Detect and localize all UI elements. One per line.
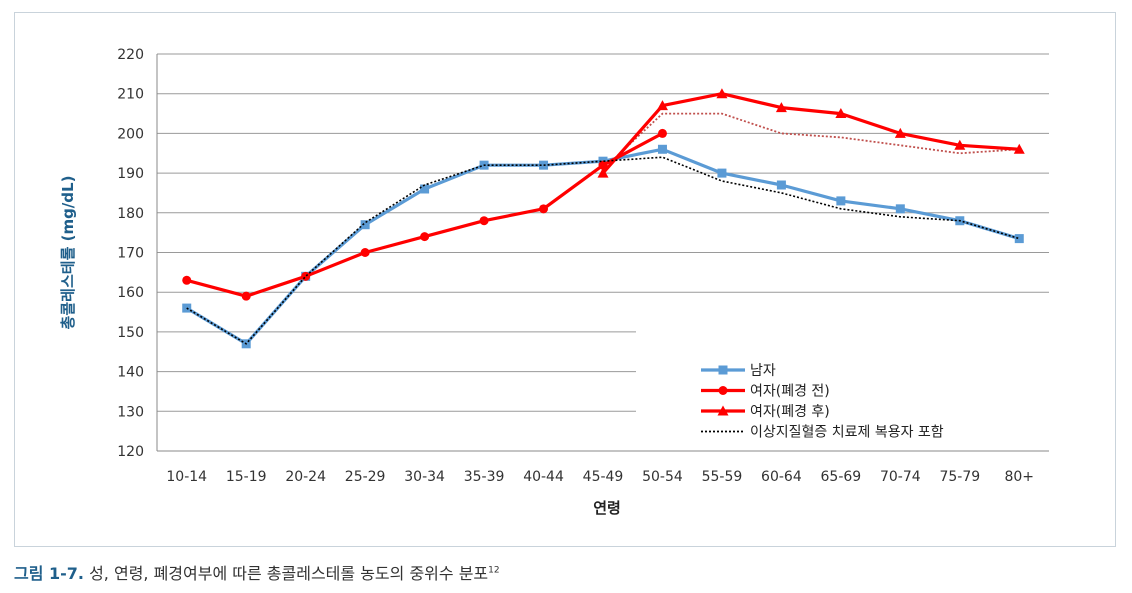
caption-text: 성, 연령, 폐경여부에 따른 총콜레스테롤 농도의 중위수 분포 — [84, 564, 489, 583]
data-point-0-11 — [836, 196, 846, 206]
legend-label-0: 남자 — [750, 363, 776, 379]
legend-label-1: 여자(폐경 전) — [750, 384, 830, 400]
x-tick-label: 20-24 — [285, 469, 326, 485]
data-point-2-11 — [835, 108, 847, 119]
x-tick-label: 55-59 — [702, 469, 743, 485]
data-point-2-12 — [894, 127, 906, 138]
data-point-1-2 — [301, 271, 311, 281]
series-line-1 — [186, 131, 664, 298]
data-point-1-8 — [657, 128, 667, 138]
x-tick-label: 80+ — [1004, 469, 1034, 485]
legend-marker-2 — [717, 405, 729, 416]
x-tick-label: 50-54 — [642, 469, 683, 485]
x-tick-label: 35-39 — [464, 469, 505, 485]
data-point-1-5 — [479, 216, 489, 226]
x-tick-label: 45-49 — [583, 469, 624, 485]
y-tick-label: 140 — [117, 365, 144, 381]
x-tick-label: 75-79 — [939, 469, 980, 485]
x-tick-label: 70-74 — [880, 469, 921, 485]
y-tick-label: 210 — [117, 87, 144, 103]
data-point-2-14 — [1013, 143, 1025, 154]
extra-dotted-line — [602, 112, 1020, 170]
cholesterol-line-chart: 120 130 140 150 160 170 180 190 200 210 220 10-14 15… — [59, 47, 1049, 517]
x-tick-label: 15-19 — [226, 469, 267, 485]
data-point-0-3 — [360, 220, 370, 230]
data-point-2-10 — [775, 102, 787, 113]
y-tick-label: 120 — [117, 444, 144, 460]
data-point-0-12 — [895, 204, 905, 214]
data-point-1-1 — [241, 291, 251, 301]
data-point-1-3 — [360, 248, 370, 257]
x-tick-label: 60-64 — [761, 469, 802, 485]
x-tick-label: 40-44 — [523, 469, 564, 485]
x-tick-label: 65-69 — [821, 469, 862, 485]
y-tick-label: 180 — [117, 206, 144, 222]
series-line-3 — [186, 156, 1020, 345]
y-tick-label: 220 — [117, 47, 144, 63]
data-point-2-8 — [656, 100, 668, 111]
figure-number: 그림 1-7. — [14, 564, 84, 583]
y-tick-label: 130 — [117, 404, 144, 420]
data-point-0-8 — [657, 144, 667, 154]
caption-reference: 12 — [488, 565, 500, 576]
legend-marker-0 — [718, 365, 728, 375]
data-point-1-0 — [182, 275, 192, 285]
x-tick-label: 30-34 — [404, 469, 445, 485]
figure-caption: 그림 1-7. 성, 연령, 폐경여부에 따른 총콜레스테롤 농도의 중위수 분… — [14, 560, 500, 584]
series-line-2 — [601, 92, 1020, 175]
data-point-1-6 — [539, 204, 549, 214]
y-tick-label: 170 — [117, 246, 144, 262]
data-point-2-13 — [954, 139, 966, 150]
data-point-1-4 — [420, 232, 430, 242]
data-point-0-4 — [420, 184, 430, 194]
data-point-1-7 — [598, 160, 608, 170]
x-axis-title: 연령 — [593, 499, 621, 517]
x-tick-label: 25-29 — [345, 469, 386, 485]
data-point-0-10 — [776, 180, 786, 190]
legend-label-2: 여자(폐경 후) — [750, 404, 830, 420]
legend-marker-1 — [718, 386, 728, 395]
y-axis-title: 총콜레스테롤 (mg/dL) — [59, 176, 77, 330]
legend-label-3: 이상지질혈증 치료제 복용자 포함 — [750, 425, 944, 441]
data-point-2-7 — [597, 167, 609, 178]
data-point-2-9 — [716, 88, 728, 99]
y-tick-label: 160 — [117, 285, 144, 301]
x-tick-label: 10-14 — [166, 469, 207, 485]
data-point-0-6 — [539, 160, 549, 170]
data-point-0-9 — [717, 168, 727, 178]
series-line-0 — [185, 147, 1020, 346]
chart-frame: 120 130 140 150 160 170 180 190 200 210 220 10-14 15… — [14, 12, 1116, 547]
y-tick-label: 200 — [117, 126, 144, 142]
y-tick-label: 150 — [117, 325, 144, 341]
y-tick-label: 190 — [117, 166, 144, 182]
data-point-0-14 — [1014, 234, 1024, 244]
